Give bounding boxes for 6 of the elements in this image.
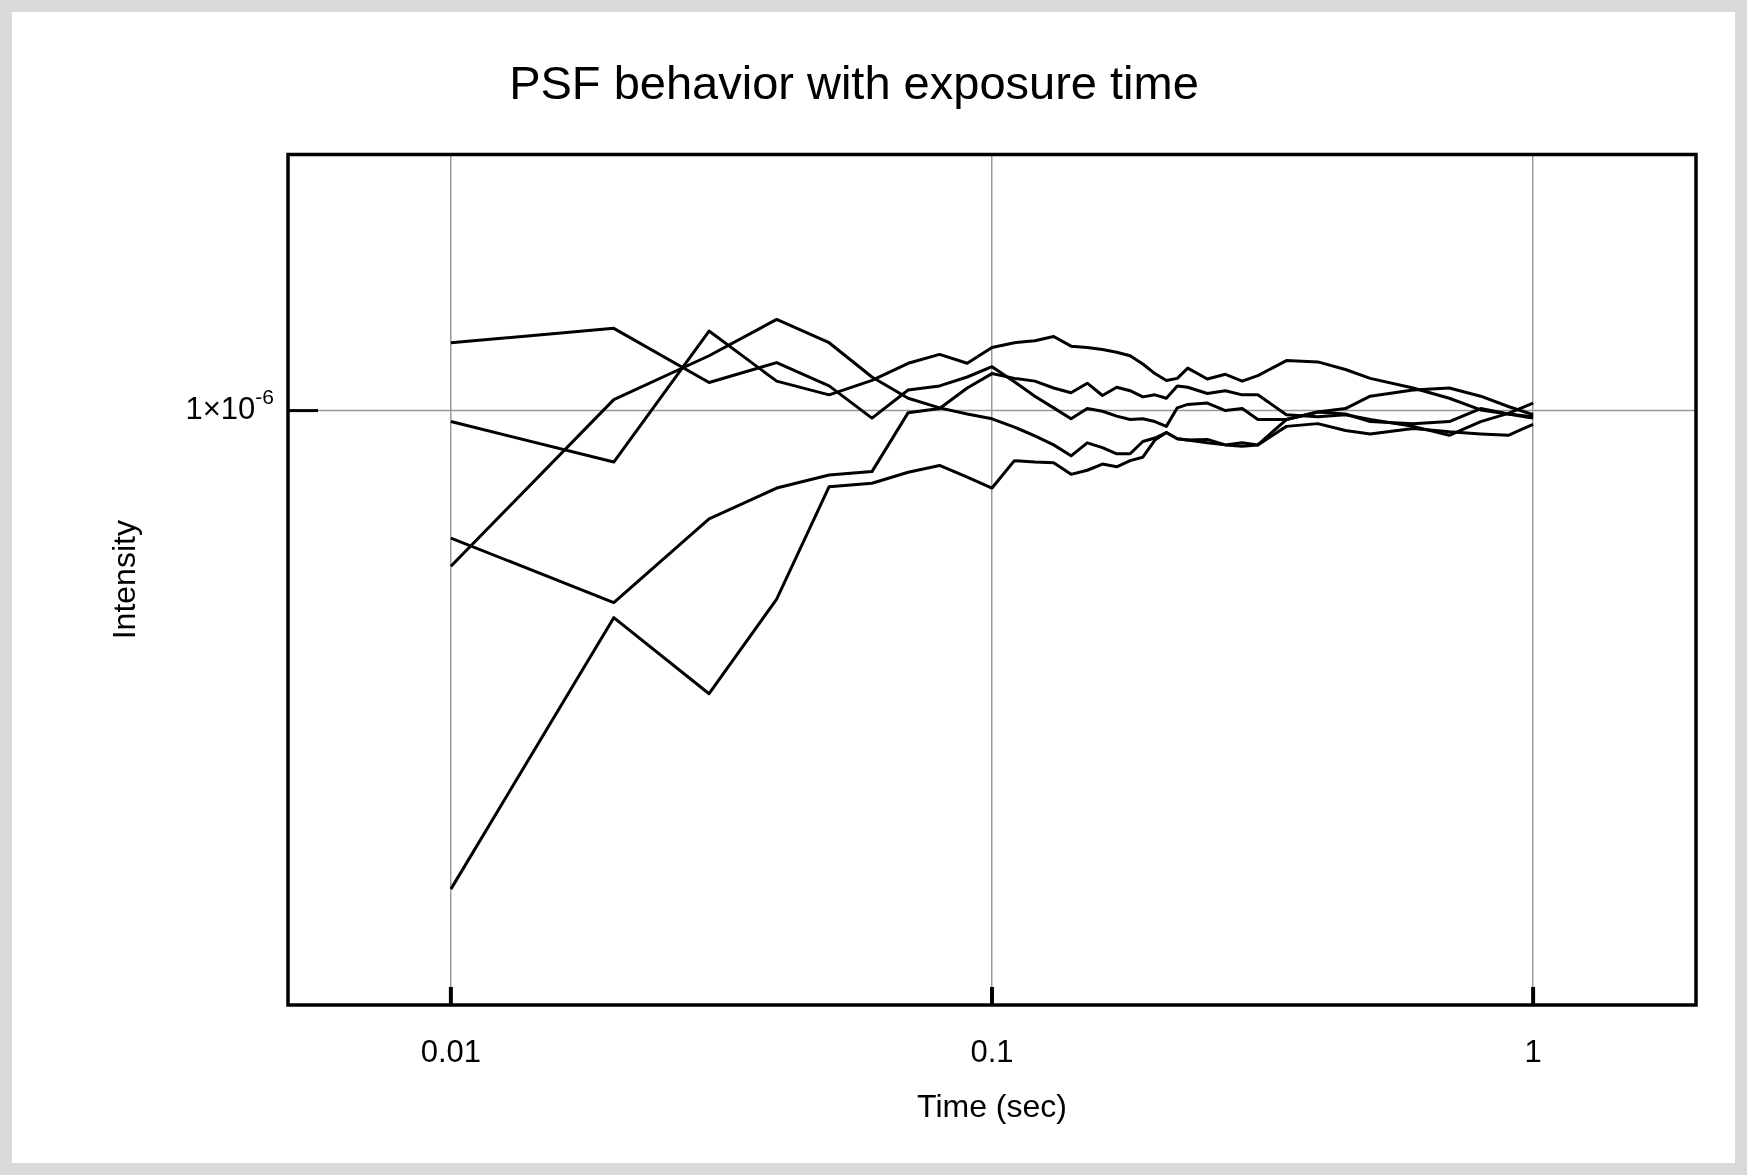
x-tick-label: 0.01 [420, 1034, 482, 1070]
y-axis-title: Intensity [106, 520, 143, 640]
x-tick-label: 1 [1524, 1034, 1542, 1070]
x-axis-title: Time (sec) [917, 1087, 1067, 1124]
x-tick-label: 0.1 [970, 1034, 1014, 1070]
chart-title: PSF behavior with exposure time [509, 56, 1199, 110]
